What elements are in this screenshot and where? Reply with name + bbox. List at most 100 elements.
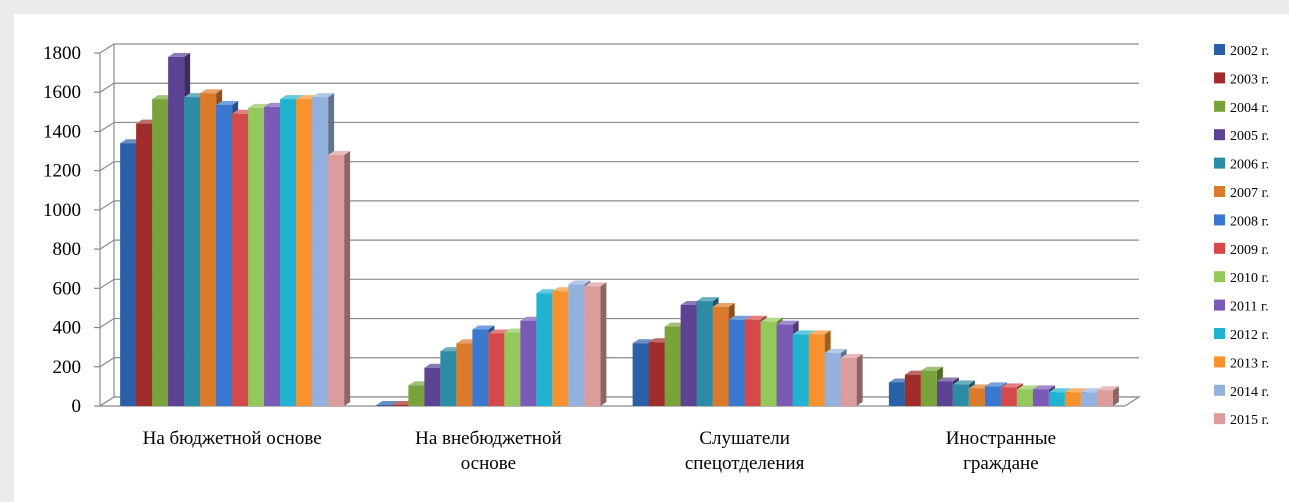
bar-top bbox=[728, 315, 751, 320]
legend-label: 2015 г. bbox=[1230, 413, 1269, 428]
bar-top bbox=[712, 302, 735, 307]
bar bbox=[408, 385, 425, 406]
bar-top bbox=[776, 320, 799, 325]
legend-label: 2009 г. bbox=[1230, 243, 1269, 258]
legend-label: 2003 г. bbox=[1230, 72, 1269, 87]
bar-top bbox=[1096, 386, 1119, 391]
x-category-label: На бюджетной основе bbox=[143, 428, 322, 449]
gridline-side bbox=[99, 357, 115, 368]
bar bbox=[584, 286, 601, 406]
bar-top bbox=[984, 382, 1007, 387]
bar bbox=[920, 370, 937, 406]
legend-swatch bbox=[1214, 72, 1225, 84]
bar bbox=[184, 97, 201, 406]
bar bbox=[152, 99, 169, 406]
bar bbox=[168, 56, 185, 407]
legend-label: 2008 г. bbox=[1230, 214, 1269, 229]
legend-swatch bbox=[1214, 413, 1225, 425]
x-category-label: Иностранные bbox=[946, 428, 1056, 449]
bar bbox=[792, 334, 809, 406]
bar bbox=[392, 405, 409, 407]
legend-swatch bbox=[1214, 44, 1225, 55]
bar-top bbox=[200, 89, 223, 94]
bar bbox=[120, 143, 137, 406]
legend-swatch bbox=[1214, 328, 1225, 339]
bar bbox=[936, 381, 953, 406]
bar bbox=[264, 106, 281, 407]
y-tick-label: 1600 bbox=[43, 82, 81, 103]
legend-label: 2012 г. bbox=[1230, 328, 1269, 343]
bar bbox=[536, 293, 553, 406]
bar bbox=[552, 291, 569, 406]
bar bbox=[232, 113, 249, 407]
bar bbox=[296, 99, 313, 406]
bar bbox=[744, 319, 761, 406]
bar-top bbox=[216, 100, 239, 105]
bar bbox=[1080, 392, 1097, 406]
bar-top bbox=[696, 297, 719, 302]
bar-top bbox=[376, 401, 399, 406]
gridline-side bbox=[99, 82, 115, 93]
legend-label: 2013 г. bbox=[1230, 356, 1269, 371]
legend-swatch bbox=[1214, 214, 1225, 226]
bar-top bbox=[936, 377, 959, 382]
legend-swatch bbox=[1214, 157, 1225, 169]
y-tick-label: 1200 bbox=[43, 161, 81, 182]
bar bbox=[328, 154, 345, 406]
legend-swatch bbox=[1214, 356, 1225, 368]
legend-swatch bbox=[1214, 100, 1225, 112]
x-category-label: основе bbox=[461, 453, 516, 474]
bar bbox=[776, 324, 793, 406]
legend-swatch bbox=[1214, 271, 1225, 283]
legend-label: 2007 г. bbox=[1230, 186, 1269, 201]
bar-top bbox=[840, 353, 863, 358]
bar bbox=[984, 386, 1001, 406]
bar bbox=[840, 357, 857, 406]
gridline-side bbox=[99, 43, 115, 54]
bar-top bbox=[952, 380, 975, 385]
legend-label: 2002 г. bbox=[1230, 44, 1269, 59]
x-category-label: граждане bbox=[963, 453, 1039, 474]
bar-top bbox=[824, 349, 847, 354]
bar bbox=[824, 353, 841, 406]
bar-top bbox=[1064, 388, 1087, 393]
bar bbox=[136, 123, 153, 406]
bar-side bbox=[600, 282, 607, 406]
bar bbox=[1048, 392, 1065, 406]
bar bbox=[952, 384, 969, 406]
y-tick-label: 600 bbox=[53, 278, 82, 299]
gridline-side bbox=[99, 161, 115, 172]
bar-top bbox=[584, 282, 607, 287]
y-tick-label: 0 bbox=[72, 396, 82, 417]
bar-top bbox=[168, 52, 191, 57]
bar-top bbox=[1048, 388, 1071, 393]
bar bbox=[680, 305, 697, 406]
bar bbox=[760, 321, 777, 406]
bar bbox=[808, 334, 825, 406]
x-category-label: Слушатели bbox=[699, 428, 790, 449]
bar bbox=[1000, 387, 1017, 406]
bar-top bbox=[792, 330, 815, 335]
legend-label: 2006 г. bbox=[1230, 158, 1269, 173]
legend-swatch bbox=[1214, 129, 1225, 141]
gridline-side bbox=[99, 200, 115, 211]
bar bbox=[216, 104, 233, 406]
bar bbox=[456, 343, 473, 406]
bar bbox=[312, 97, 329, 406]
bar-top bbox=[312, 93, 335, 98]
bar bbox=[200, 93, 217, 407]
x-category-label: На внебюджетной bbox=[415, 428, 562, 449]
bar-chart: 0 200 400 600 800 1000 1200 1400 1600 1800 На бюдж… bbox=[43, 43, 1269, 474]
bar bbox=[488, 333, 505, 406]
legend-swatch bbox=[1214, 384, 1225, 396]
legend-swatch bbox=[1214, 186, 1225, 197]
legend-label: 2014 г. bbox=[1230, 385, 1269, 400]
y-tick-label: 200 bbox=[53, 357, 82, 378]
bar bbox=[888, 382, 905, 406]
bar-top bbox=[568, 280, 591, 285]
bar bbox=[568, 284, 585, 406]
bar bbox=[1032, 389, 1049, 406]
bar-top bbox=[472, 325, 495, 330]
y-tick-label: 800 bbox=[53, 239, 82, 260]
x-category-label: спецотделения bbox=[685, 453, 805, 474]
